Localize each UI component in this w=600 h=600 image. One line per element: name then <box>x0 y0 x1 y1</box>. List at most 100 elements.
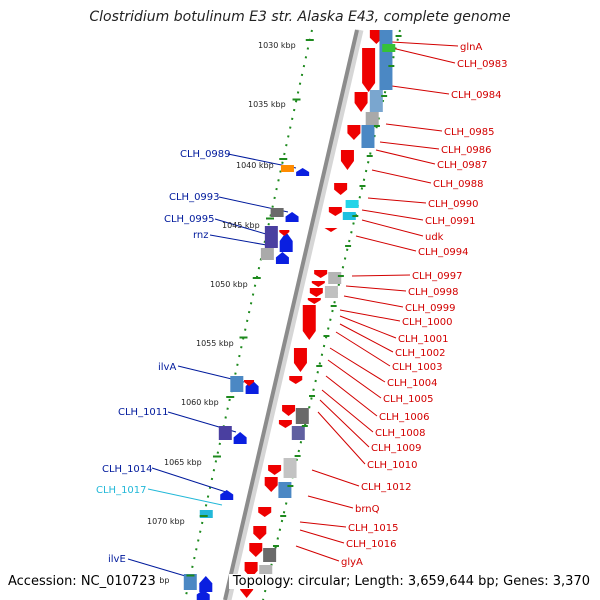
kbp-label: 1030 kbp <box>258 41 296 50</box>
callout-line <box>335 331 391 367</box>
kbp-ticks <box>186 35 402 577</box>
forward-gene-arrow <box>307 298 321 304</box>
gene-label[interactable]: rnz <box>193 230 209 241</box>
callout-line <box>391 47 456 64</box>
gene-label[interactable]: glyA <box>341 557 363 568</box>
callout-line <box>311 469 360 487</box>
callout-line <box>355 235 417 252</box>
forward-gene-arrow <box>354 92 368 112</box>
gene-label[interactable]: CLH_1005 <box>383 394 434 405</box>
callout-line <box>299 521 347 528</box>
gene-label[interactable]: CLH_1014 <box>102 464 153 475</box>
gene-label[interactable]: CLH_0990 <box>428 199 479 210</box>
gene-label[interactable]: CLH_0987 <box>437 160 488 171</box>
reverse-gene-arrow <box>285 212 299 222</box>
callout-line <box>339 309 401 322</box>
gene-block <box>199 510 213 518</box>
accession-text: Accession: NC_010723 <box>8 574 160 589</box>
callout-line <box>321 389 374 433</box>
gene-label[interactable]: CLH_1010 <box>367 460 418 471</box>
gene-label[interactable]: CLH_0997 <box>412 271 463 282</box>
gene-block <box>218 426 232 440</box>
reverse-gene-arrow <box>296 168 310 176</box>
genome-summary-text: Topology: circular; Length: 3,659,644 bp… <box>228 574 590 589</box>
gene-block <box>264 226 278 248</box>
gene-label[interactable]: CLH_1009 <box>371 443 422 454</box>
callout-line <box>345 285 407 292</box>
gene-label[interactable]: CLH_1004 <box>387 378 438 389</box>
gene-block <box>183 574 197 590</box>
forward-gene-arrow <box>362 48 376 92</box>
forward-gene-arrow <box>340 150 354 170</box>
gene-label[interactable]: CLH_1002 <box>395 348 446 359</box>
gene-block <box>263 548 277 562</box>
callout-line <box>343 295 404 308</box>
forward-gene-arrow <box>279 230 290 236</box>
gene-block <box>230 376 244 392</box>
gene-label[interactable]: CLH_0986 <box>441 145 492 156</box>
gene-label[interactable]: CLH_0983 <box>457 59 508 70</box>
gene-label[interactable]: CLH_1016 <box>346 539 397 550</box>
gene-block <box>260 248 274 260</box>
forward-gene-arrow <box>309 288 323 297</box>
gene-label[interactable]: CLH_1012 <box>361 482 412 493</box>
gene-label[interactable]: CLH_1001 <box>398 334 449 345</box>
kbp-label: 1035 kbp <box>248 100 286 109</box>
kbp-label: 1060 kbp <box>181 398 219 407</box>
gene-label[interactable]: CLH_1008 <box>375 428 426 439</box>
gene-block <box>283 458 297 478</box>
map-title: Clostridium botulinum E3 str. Alaska E43… <box>89 9 511 25</box>
kbp-label: 1070 kbp <box>147 517 185 526</box>
gene-block <box>324 286 338 298</box>
forward-gene-arrow <box>289 376 303 384</box>
gene-block <box>328 272 342 284</box>
gene-label[interactable]: CLH_0995 <box>164 214 215 225</box>
gene-label[interactable]: CLH_0988 <box>433 179 484 190</box>
kbp-label: 1040 kbp <box>236 161 274 170</box>
gene-label[interactable]: CLH_1000 <box>402 317 453 328</box>
gene-label[interactable]: CLH_1011 <box>118 407 169 418</box>
gene-label[interactable]: CLH_1017 <box>96 485 147 496</box>
callout-line <box>375 149 436 165</box>
gene-label[interactable]: ilvA <box>158 362 176 373</box>
gene-label[interactable]: CLH_0999 <box>405 303 456 314</box>
forward-gene-arrow <box>282 405 296 416</box>
forward-gene-arrow <box>293 348 307 372</box>
callout-line <box>379 141 440 150</box>
gene-block <box>295 408 309 424</box>
callout-line <box>147 488 223 506</box>
callout-line <box>319 399 370 448</box>
gene-block <box>278 482 292 498</box>
gene-label[interactable]: CLH_0985 <box>444 127 495 138</box>
gene-label[interactable]: CLH_0993 <box>169 192 220 203</box>
gene-label[interactable]: CLH_0998 <box>408 287 459 298</box>
callout-line <box>339 323 394 353</box>
gene-label[interactable]: glnA <box>460 42 482 53</box>
gene-block <box>342 212 356 220</box>
gene-label[interactable]: CLH_0991 <box>425 216 476 227</box>
callout-line <box>327 359 382 399</box>
gene-label[interactable]: CLH_1015 <box>348 523 399 534</box>
forward-gene-arrow <box>302 305 316 340</box>
gene-label[interactable]: CLH_0994 <box>418 247 469 258</box>
gene-label[interactable]: brnQ <box>355 504 380 515</box>
gene-label[interactable]: CLH_0984 <box>451 90 502 101</box>
callout-line <box>361 209 424 221</box>
callout-line <box>209 234 273 247</box>
gene-label[interactable]: CLH_1003 <box>392 362 443 373</box>
gene-label[interactable]: CLH_1006 <box>379 412 430 423</box>
gene-block <box>345 200 359 208</box>
forward-gene-arrow <box>244 380 255 386</box>
reverse-gene-arrow <box>275 252 289 264</box>
gene-block <box>369 90 383 112</box>
gene-label[interactable]: CLH_0989 <box>180 149 231 160</box>
reverse-gene-arrow <box>279 232 293 252</box>
callout-line <box>329 347 386 383</box>
gene-label[interactable]: udk <box>425 232 444 243</box>
reverse-gene-arrow <box>220 490 234 500</box>
gene-block <box>379 30 393 90</box>
forward-gene-arrow <box>253 526 267 540</box>
gene-label[interactable]: ilvE <box>108 554 126 565</box>
gene-block <box>382 44 396 52</box>
